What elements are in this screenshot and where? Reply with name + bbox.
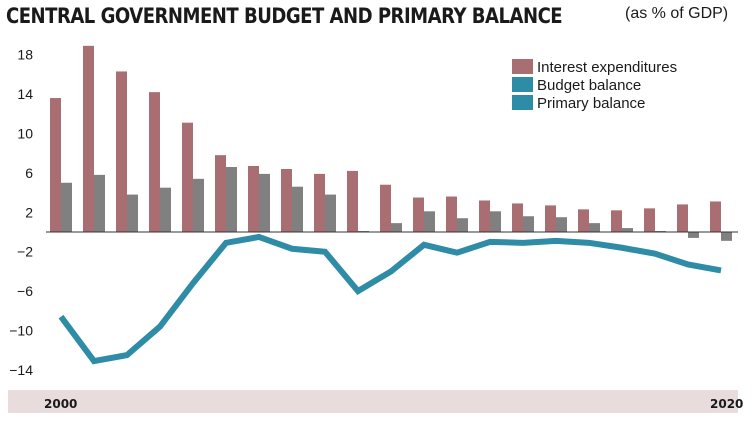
interest-bar [314, 173, 325, 232]
interest-bar [182, 122, 193, 232]
y-tick-label: 10 [17, 126, 33, 142]
interest-bar [215, 155, 226, 232]
chart-title: CENTRAL GOVERNMENT BUDGET AND PRIMARY BA… [6, 4, 653, 28]
primary-balance-line [58, 233, 722, 365]
chart-subtitle: (as % of GDP) [625, 5, 729, 22]
interest-bar [149, 92, 160, 232]
x-tick-label: 2000 [44, 397, 77, 411]
budget-bar [457, 218, 468, 232]
legend-label: Primary balance [537, 95, 645, 112]
budget-bar [61, 182, 72, 232]
interest-bar [578, 209, 589, 232]
budget-bar [325, 194, 336, 232]
y-tick-label: −14 [9, 362, 33, 378]
budget-bar [127, 194, 138, 232]
budget-bar [523, 216, 534, 232]
budget-bar [688, 232, 699, 238]
chart-title-main: CENTRAL GOVERNMENT BUDGET AND PRIMARY BA… [6, 4, 563, 28]
budget-bar [391, 223, 402, 232]
y-tick-label: 14 [17, 86, 33, 102]
legend-swatch-budget [512, 77, 533, 92]
interest-bar [116, 71, 127, 232]
y-tick-label: 6 [25, 165, 33, 181]
budget-bar [556, 217, 567, 232]
budget-bar [490, 211, 501, 232]
budget-bar [160, 187, 171, 232]
interest-bar [512, 203, 523, 232]
interest-bar [50, 98, 61, 232]
y-tick-label: 18 [17, 47, 33, 63]
legend-swatch-interest [512, 59, 533, 74]
y-tick-label: −2 [17, 244, 33, 260]
interest-bar [281, 168, 292, 232]
y-tick-label: −6 [17, 283, 33, 299]
budget-bar [622, 228, 633, 232]
x-tick-label: 2020 [710, 397, 743, 411]
interest-bar [380, 184, 391, 232]
interest-bar [83, 45, 94, 233]
budget-bar [424, 211, 435, 232]
budget-bar [193, 178, 204, 232]
interest-bar [413, 197, 424, 232]
interest-bar [545, 205, 556, 232]
interest-bar [446, 196, 457, 232]
budget-bar [589, 223, 600, 232]
interest-bar [479, 200, 490, 232]
y-tick-label: 2 [25, 204, 33, 220]
legend-label: Budget balance [537, 77, 641, 94]
interest-bar [611, 210, 622, 232]
legend-label: Interest expenditures [537, 59, 677, 76]
budget-bar [94, 174, 105, 232]
interest-bar [248, 166, 259, 232]
interest-bar [644, 208, 655, 232]
budget-bar [259, 173, 270, 232]
interest-bar [677, 204, 688, 232]
interest-bar [347, 170, 358, 232]
budget-bar [292, 186, 303, 232]
budget-bar [226, 166, 237, 232]
x-axis-band [8, 390, 738, 413]
interest-bar [710, 201, 721, 232]
legend-swatch-primary [512, 95, 533, 110]
budget-bar [721, 232, 732, 241]
y-tick-label: −10 [9, 323, 33, 339]
